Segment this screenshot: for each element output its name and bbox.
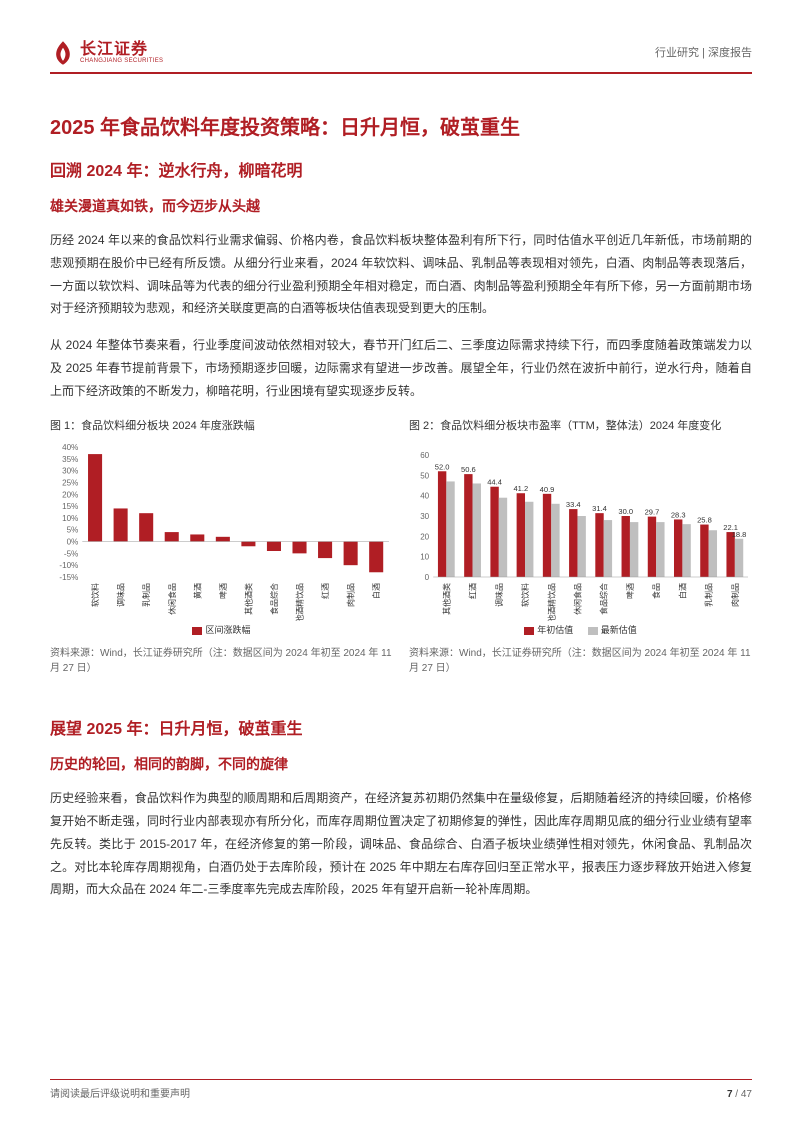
- svg-text:乳制品: 乳制品: [704, 583, 714, 607]
- footer-disclaimer: 请阅读最后评级说明和重要声明: [50, 1086, 190, 1103]
- svg-text:-15%: -15%: [59, 573, 78, 582]
- svg-text:白酒: 白酒: [677, 583, 687, 599]
- svg-text:28.3: 28.3: [671, 511, 686, 520]
- svg-text:食品综合: 食品综合: [599, 583, 609, 615]
- svg-text:35%: 35%: [62, 455, 78, 464]
- svg-text:0: 0: [425, 573, 430, 582]
- svg-text:0%: 0%: [67, 538, 79, 547]
- section1-heading: 回溯 2024 年：逆水行舟，柳暗花明: [50, 158, 752, 185]
- svg-text:25.8: 25.8: [697, 516, 712, 525]
- header-breadcrumb: 行业研究 | 深度报告: [655, 44, 752, 63]
- chart2-title: 图 2：食品饮料细分板块市盈率（TTM，整体法）2024 年度变化: [409, 417, 752, 436]
- svg-text:20%: 20%: [62, 491, 78, 500]
- svg-text:40%: 40%: [62, 443, 78, 452]
- chart1-legend-label: 区间涨跌幅: [205, 623, 250, 638]
- chart2-legend-b: 最新估值: [601, 623, 637, 638]
- svg-text:食品综合: 食品综合: [269, 583, 279, 615]
- svg-text:黄酒: 黄酒: [192, 583, 202, 599]
- svg-text:30: 30: [420, 512, 429, 521]
- svg-text:肉制品: 肉制品: [730, 583, 740, 607]
- svg-text:红酒: 红酒: [320, 583, 330, 599]
- svg-text:休闲食品: 休闲食品: [572, 583, 582, 615]
- svg-text:其他酒类: 其他酒类: [243, 583, 253, 615]
- svg-text:44.4: 44.4: [487, 478, 502, 487]
- page-header: 长江证券 CHANGJIANG SECURITIES 行业研究 | 深度报告: [50, 40, 752, 74]
- chart1-legend: 区间涨跌幅: [50, 623, 393, 640]
- chart1-block: 图 1：食品饮料细分板块 2024 年度涨跌幅 -15% -10% -5% 0% 5% 1…: [50, 417, 393, 677]
- svg-text:啤酒: 啤酒: [625, 583, 635, 599]
- chart2-legend-a: 年初估值: [537, 623, 573, 638]
- svg-text:软饮料: 软饮料: [90, 583, 100, 607]
- logo: 长江证券 CHANGJIANG SECURITIES: [50, 40, 163, 66]
- page-footer: 请阅读最后评级说明和重要声明 7 / 47: [50, 1079, 752, 1103]
- main-title: 2025 年食品饮料年度投资策略：日升月恒，破茧重生: [50, 114, 752, 142]
- svg-text:18.8: 18.8: [732, 530, 747, 539]
- svg-text:15%: 15%: [62, 502, 78, 511]
- chart2-legend: 年初估值 最新估值: [409, 623, 752, 640]
- svg-text:52.0: 52.0: [435, 463, 450, 472]
- svg-text:41.2: 41.2: [513, 485, 528, 494]
- charts-row: 图 1：食品饮料细分板块 2024 年度涨跌幅 -15% -10% -5% 0% 5% 1…: [50, 417, 752, 677]
- svg-text:食品: 食品: [651, 583, 661, 599]
- svg-text:其他酒类: 其他酒类: [441, 583, 451, 615]
- svg-text:5%: 5%: [67, 526, 79, 535]
- footer-page: 7 / 47: [727, 1086, 752, 1103]
- svg-text:红酒: 红酒: [468, 583, 478, 599]
- flame-icon: [50, 40, 76, 66]
- chart2-area: 0 10 20 30 40 50 60 52.0 50.6 44.4 41.2 40.9 33.4 31.…: [409, 441, 752, 621]
- svg-text:软饮料: 软饮料: [520, 583, 530, 607]
- svg-text:白酒: 白酒: [371, 583, 381, 599]
- svg-text:50: 50: [420, 472, 429, 481]
- svg-text:乳制品: 乳制品: [141, 583, 151, 607]
- svg-text:调味品: 调味品: [116, 583, 126, 607]
- page-current: 7: [727, 1089, 733, 1100]
- svg-text:其他酒精饮品: 其他酒精饮品: [295, 583, 305, 621]
- svg-text:-5%: -5%: [64, 550, 78, 559]
- svg-text:其他酒精饮品: 其他酒精饮品: [546, 583, 556, 621]
- svg-text:30%: 30%: [62, 467, 78, 476]
- svg-text:调味品: 调味品: [494, 583, 504, 607]
- svg-text:肉制品: 肉制品: [346, 583, 356, 607]
- svg-text:10: 10: [420, 553, 429, 562]
- svg-text:-10%: -10%: [59, 561, 78, 570]
- svg-text:30.0: 30.0: [618, 507, 633, 516]
- svg-text:50.6: 50.6: [461, 465, 476, 474]
- svg-text:40: 40: [420, 492, 429, 501]
- svg-text:25%: 25%: [62, 479, 78, 488]
- svg-text:31.4: 31.4: [592, 504, 607, 513]
- chart2-source: 资料来源：Wind，长江证券研究所（注：数据区间为 2024 年初至 2024 …: [409, 646, 752, 676]
- page-total: 47: [741, 1089, 752, 1100]
- section2-heading: 展望 2025 年：日升月恒，破茧重生: [50, 716, 752, 743]
- logo-text-cn: 长江证券: [80, 42, 163, 58]
- chart1-source: 资料来源：Wind，长江证券研究所（注：数据区间为 2024 年初至 2024 …: [50, 646, 393, 676]
- svg-text:20: 20: [420, 533, 429, 542]
- chart2-block: 图 2：食品饮料细分板块市盈率（TTM，整体法）2024 年度变化 0 10 20 3…: [409, 417, 752, 677]
- svg-text:休闲食品: 休闲食品: [167, 583, 177, 615]
- chart1-area: -15% -10% -5% 0% 5% 10% 15% 20% 25% 30% 35% 40% 软饮料 调…: [50, 441, 393, 621]
- section1-subheading: 雄关漫道真如铁，而今迈步从头越: [50, 195, 752, 219]
- svg-text:啤酒: 啤酒: [218, 583, 228, 599]
- svg-text:10%: 10%: [62, 514, 78, 523]
- section1-para1: 历经 2024 年以来的食品饮料行业需求偏弱、价格内卷，食品饮料板块整体盈利有所…: [50, 229, 752, 320]
- svg-text:60: 60: [420, 451, 429, 460]
- logo-text-en: CHANGJIANG SECURITIES: [80, 58, 163, 64]
- chart1-title: 图 1：食品饮料细分板块 2024 年度涨跌幅: [50, 417, 393, 436]
- svg-text:40.9: 40.9: [540, 485, 555, 494]
- section1-para2: 从 2024 年整体节奏来看，行业季度间波动依然相对较大，春节开门红后二、三季度…: [50, 334, 752, 402]
- svg-text:29.7: 29.7: [645, 508, 660, 517]
- section2-subheading: 历史的轮回，相同的韵脚，不同的旋律: [50, 753, 752, 777]
- section2-para1: 历史经验来看，食品饮料作为典型的顺周期和后周期资产，在经济复苏初期仍然集中在量级…: [50, 787, 752, 901]
- svg-text:33.4: 33.4: [566, 500, 581, 509]
